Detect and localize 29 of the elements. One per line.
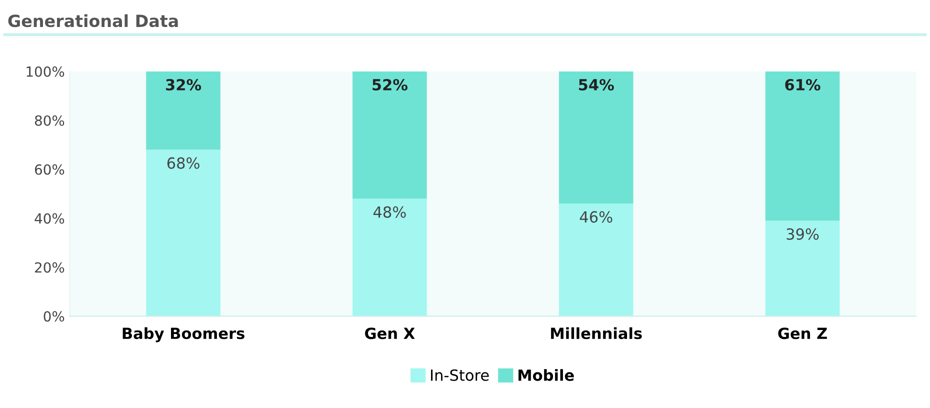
bar xyxy=(146,71,220,150)
data-label: 46% xyxy=(580,211,612,223)
chart-title: Generational Data xyxy=(8,14,178,28)
bar xyxy=(765,71,840,221)
bar xyxy=(352,198,427,316)
data-label: 54% xyxy=(579,78,614,91)
y-tick-label: 0% xyxy=(44,311,64,322)
data-label: 39% xyxy=(786,228,819,240)
bar xyxy=(558,71,634,204)
data-label: 48% xyxy=(373,206,406,218)
y-tick-label: 100% xyxy=(26,66,64,77)
y-tick-label: 60% xyxy=(34,164,64,175)
x-tick-label: Baby Boomers xyxy=(122,327,244,342)
x-tick-label: Gen X xyxy=(365,328,415,340)
y-tick-label: 80% xyxy=(34,115,64,126)
x-tick-label: Millennials xyxy=(551,327,642,340)
data-label: 61% xyxy=(785,78,820,91)
bar xyxy=(558,204,634,316)
bar xyxy=(146,150,220,316)
data-label: 32% xyxy=(166,78,202,91)
legend-label: Mobile xyxy=(518,369,574,381)
y-tick-label: 40% xyxy=(34,213,64,224)
data-label: 68% xyxy=(167,157,200,169)
y-tick-label: 20% xyxy=(35,262,64,273)
data-label: 52% xyxy=(372,78,408,91)
legend-label: In-Store xyxy=(431,369,489,381)
x-tick-label: Gen Z xyxy=(778,328,827,340)
bar xyxy=(765,220,840,316)
bar xyxy=(352,71,427,199)
